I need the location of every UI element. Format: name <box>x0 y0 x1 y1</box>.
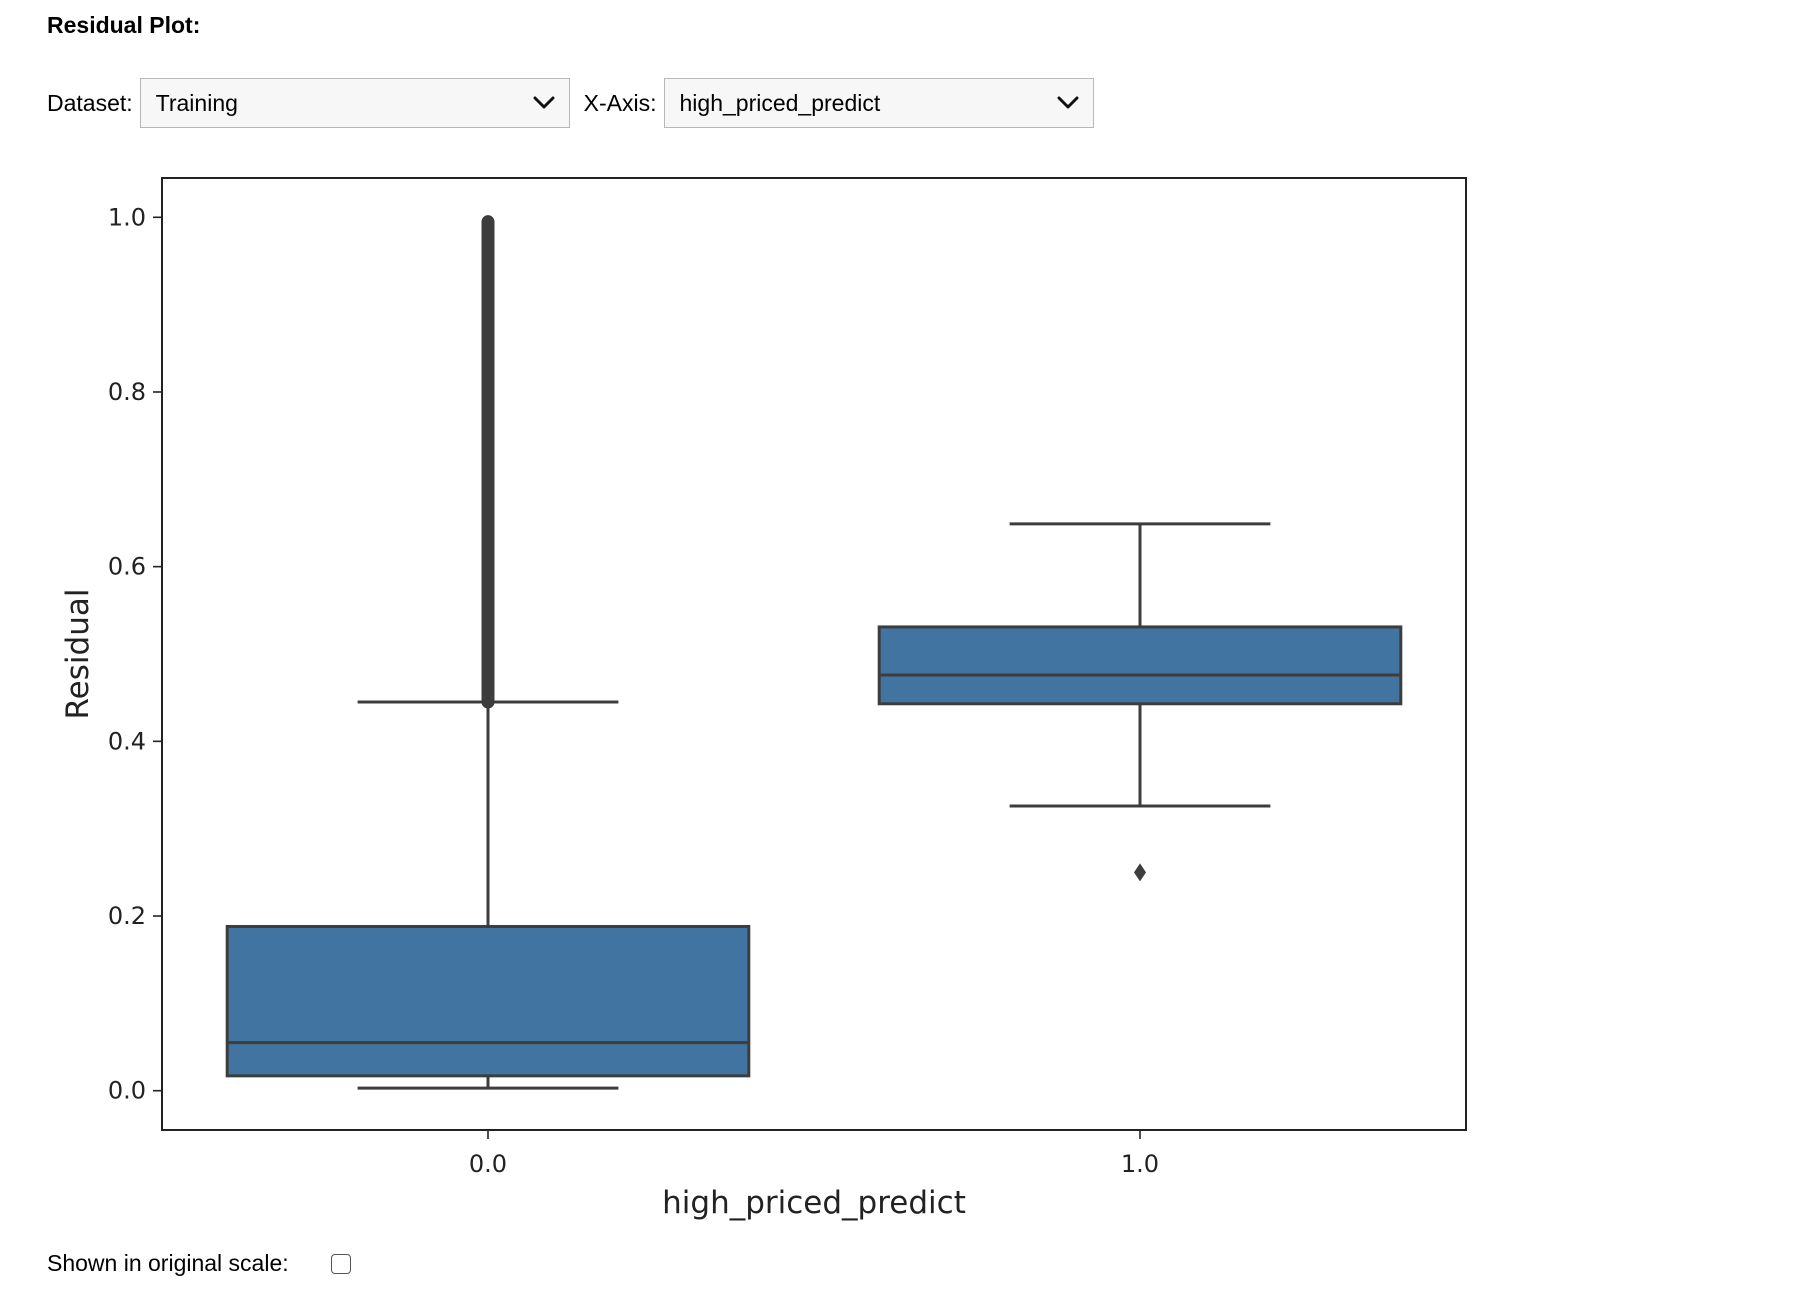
plot-frame <box>161 177 1467 1131</box>
y-tick-label: 0.8 <box>108 378 146 406</box>
panel-title: Residual Plot: <box>47 12 201 38</box>
x-tick-label: 0.0 <box>469 1150 507 1178</box>
scale-row: Shown in original scale: <box>47 1250 351 1277</box>
box-1.0 <box>877 625 1403 706</box>
dataset-select-value: Training <box>155 89 238 116</box>
y-axis-label: Residual <box>60 589 96 720</box>
chevron-down-icon <box>533 96 555 109</box>
xaxis-select[interactable]: high_priced_predict <box>663 78 1094 128</box>
dataset-label: Dataset: <box>47 89 133 116</box>
outlier-point <box>1134 863 1146 882</box>
xaxis-select-value: high_priced_predict <box>679 89 881 116</box>
dataset-select[interactable]: Training <box>139 78 570 128</box>
x-axis-label: high_priced_predict <box>662 1185 966 1221</box>
residual-box-plot: 0.0 0.2 0.4 0.6 0.8 1.0 0.0 1.0 high_priced_pred… <box>60 177 1467 1221</box>
y-tick-label: 1.0 <box>108 203 146 231</box>
scale-label: Shown in original scale: <box>47 1250 289 1276</box>
y-tick-label: 0.0 <box>108 1077 146 1105</box>
y-tick-label: 0.2 <box>108 902 146 930</box>
original-scale-checkbox[interactable] <box>330 1253 351 1274</box>
y-tick-label: 0.6 <box>108 553 146 581</box>
chevron-down-icon <box>1057 96 1078 109</box>
box-0.0 <box>225 924 751 1078</box>
y-tick-label: 0.4 <box>108 727 146 755</box>
controls-row: Dataset: Training X-Axis: high_priced_pr… <box>47 78 1094 128</box>
x-tick-label: 1.0 <box>1121 1150 1159 1178</box>
xaxis-label: X-Axis: <box>583 89 657 116</box>
